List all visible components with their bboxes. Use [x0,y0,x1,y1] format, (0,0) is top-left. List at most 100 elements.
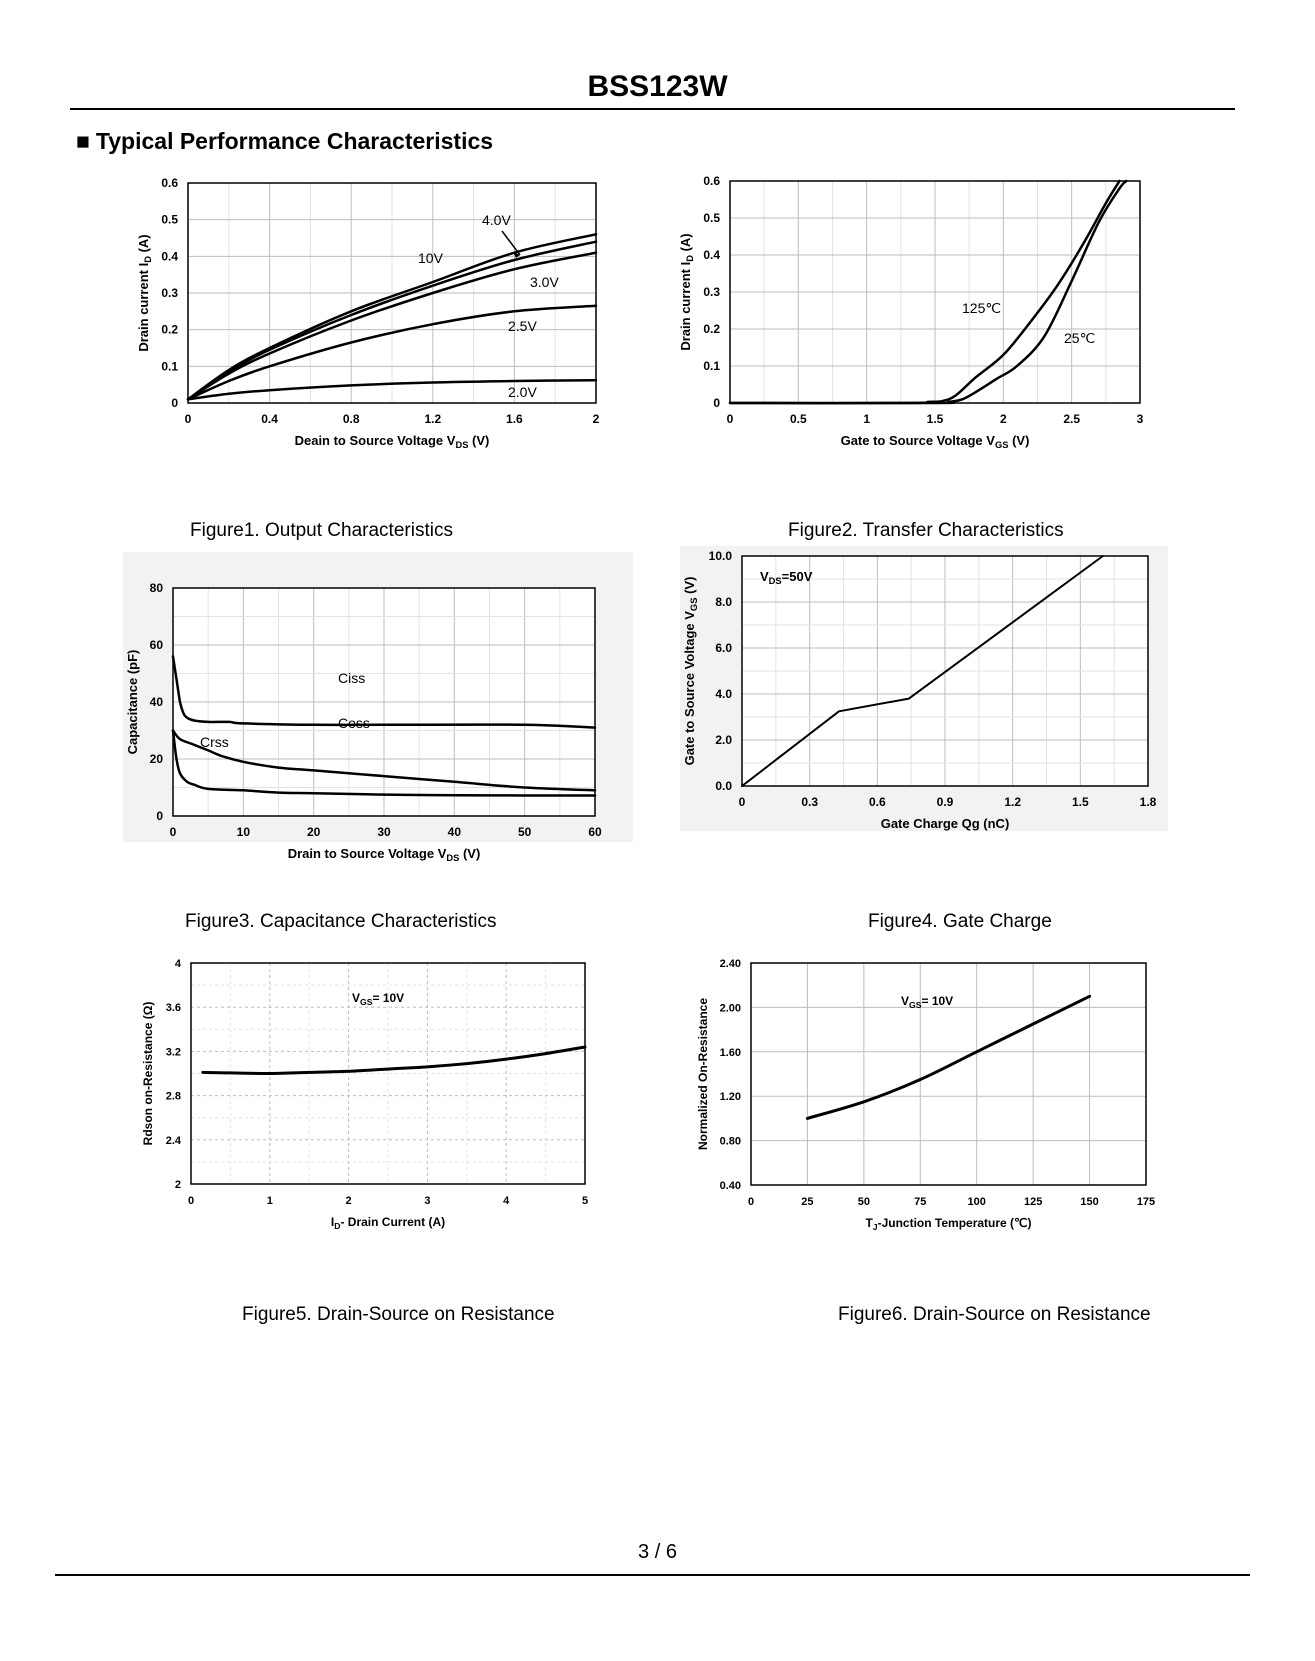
series-label-125: 125℃ [962,300,1001,316]
series-label-coss: Coss [338,715,370,731]
header-rule [70,108,1235,110]
y-tick-label: 8.0 [715,595,732,609]
y-tick-label: 2.40 [720,958,741,970]
y-tick-label: 0 [713,396,720,410]
series-line-25 [728,179,1128,405]
x-axis-label: Drain to Source Voltage VDS (V) [288,846,481,863]
x-axis-label: TJ-Junction Temperature (℃) [865,1216,1031,1232]
figure3-capacitance-chart: 0 10 20 30 40 50 60 0 20 40 60 80 Drain to Source Vo… [123,552,633,863]
x-axis-label: Gate to Source Voltage VGS (V) [841,433,1030,450]
x-axis-label: Deain to Source Voltage VDS (V) [295,433,490,450]
series-line-2-0v [186,379,598,401]
x-tick-label: 0.5 [790,412,807,426]
chart-annotation: VDS=50V [760,569,813,586]
figure6-caption: Figure6. Drain-Source on Resistance [838,1304,1151,1325]
y-axis-label: Drain current ID (A) [136,234,153,351]
series-line-crss [171,729,597,797]
y-tick-label: 4 [175,958,182,970]
x-tick-label: 0 [727,412,734,426]
x-tick-label: 3 [1137,412,1144,426]
series-line-4-0v [186,240,598,401]
x-axis-label: ID- Drain Current (A) [331,1215,445,1231]
x-tick-label: 50 [858,1196,870,1208]
chart-annotation: VGS= 10V [352,991,404,1007]
figure2-transfer-characteristics-chart: 0 0.5 1 1.5 2 2.5 3 0 0.1 0.2 0.3 0.4 0.5 0.6 Gate to … [678,174,1144,450]
x-tick-label: 150 [1080,1196,1098,1208]
series-label-10v: 10V [418,250,444,266]
y-tick-label: 0.1 [161,359,178,373]
gridlines [730,181,1140,403]
figure3-caption: Figure3. Capacitance Characteristics [185,911,497,932]
x-tick-label: 0 [170,825,177,839]
gridlines [742,556,1148,786]
x-tick-label: 10 [237,825,251,839]
footer-rule [55,1574,1250,1576]
series-line-vgs [741,555,1104,787]
gridlines [751,963,1146,1185]
series-line-normalized [805,994,1092,1120]
x-tick-label: 60 [588,825,602,839]
y-tick-label: 0 [171,396,178,410]
x-tick-label: 1.2 [424,412,441,426]
x-tick-label: 0.3 [801,795,818,809]
x-tick-label: 1 [863,412,870,426]
x-axis-label: Gate Charge Qg (nC) [881,816,1010,831]
y-tick-label: 1.20 [720,1091,741,1103]
x-tick-label: 100 [968,1196,986,1208]
x-tick-label: 0.6 [869,795,886,809]
y-tick-label: 3.2 [166,1046,181,1058]
x-tick-label: 1.6 [506,412,523,426]
y-tick-label: 0 [156,809,163,823]
x-tick-label: 0 [748,1196,754,1208]
x-tick-label: 2 [593,412,600,426]
series-line-3-0v [186,251,598,401]
y-tick-label: 0.5 [703,211,720,225]
y-tick-label: 60 [150,638,164,652]
x-tick-label: 30 [377,825,391,839]
series-label-ciss: Ciss [338,670,365,686]
y-tick-label: 0.5 [161,213,178,227]
y-tick-label: 1.60 [720,1047,741,1059]
figure2-caption: Figure2. Transfer Characteristics [788,520,1064,541]
series-line-coss [171,729,597,792]
figure4-gate-charge-chart: 0 0.3 0.6 0.9 1.2 1.5 1.8 0.0 2.0 4.0 6.0 8.0 10.0 Ga… [680,546,1168,831]
series-label-2-5v: 2.5V [508,318,537,334]
series-label-3-0v: 3.0V [530,274,559,290]
y-tick-label: 2 [175,1179,181,1191]
section-bullet: ■ [76,128,90,154]
x-tick-label: 0.4 [261,412,278,426]
x-tick-label: 2 [346,1195,352,1207]
y-tick-label: 0.3 [161,286,178,300]
y-tick-label: 40 [150,695,164,709]
figure1-output-characteristics-chart: 0 0.4 0.8 1.2 1.6 2 0 0.1 0.2 0.3 0.4 0.5 0.6 Deain t… [136,176,600,450]
y-axis-label: Rdson on-Resistance (Ω) [141,1002,155,1146]
plot-border [187,182,597,404]
y-tick-label: 0.2 [703,322,720,336]
series-label-2-0v: 2.0V [508,384,537,400]
y-tick-label: 0.4 [161,249,178,263]
chart-annotation: VGS= 10V [901,994,953,1010]
x-tick-label: 1 [267,1195,273,1207]
callout-arrowhead [513,252,520,258]
figure5-rdson-vs-current-chart: 0 1 2 3 4 5 2 2.4 2.8 3.2 3.6 4 ID- Drain Current (A… [141,958,588,1231]
x-tick-label: 1.5 [927,412,944,426]
x-tick-label: 20 [307,825,321,839]
y-tick-label: 0.6 [703,174,720,188]
page-number: 3 / 6 [638,1541,677,1563]
series-line-2-5v [186,304,598,401]
figure6-rdson-vs-temperature-chart: 0 25 50 75 100 125 150 175 0.40 0.80 1.20 1.60 2.00 2… [696,958,1155,1232]
x-tick-label: 0 [185,412,192,426]
y-axis-label: Drain current ID (A) [678,233,695,350]
y-axis-label: Gate to Source Voltage VGS (V) [682,577,699,766]
y-tick-label: 0.80 [720,1136,741,1148]
y-tick-label: 3.6 [166,1002,181,1014]
y-tick-label: 2.4 [166,1135,182,1147]
y-tick-label: 0.1 [703,359,720,373]
x-tick-label: 4 [503,1195,510,1207]
y-tick-label: 80 [150,581,164,595]
figure1-caption: Figure1. Output Characteristics [190,520,453,541]
x-tick-label: 125 [1024,1196,1042,1208]
figure4-caption: Figure4. Gate Charge [868,911,1052,932]
y-axis-label: Normalized On-Resistance [696,998,710,1150]
series-label-4-0v: 4.0V [482,212,511,228]
